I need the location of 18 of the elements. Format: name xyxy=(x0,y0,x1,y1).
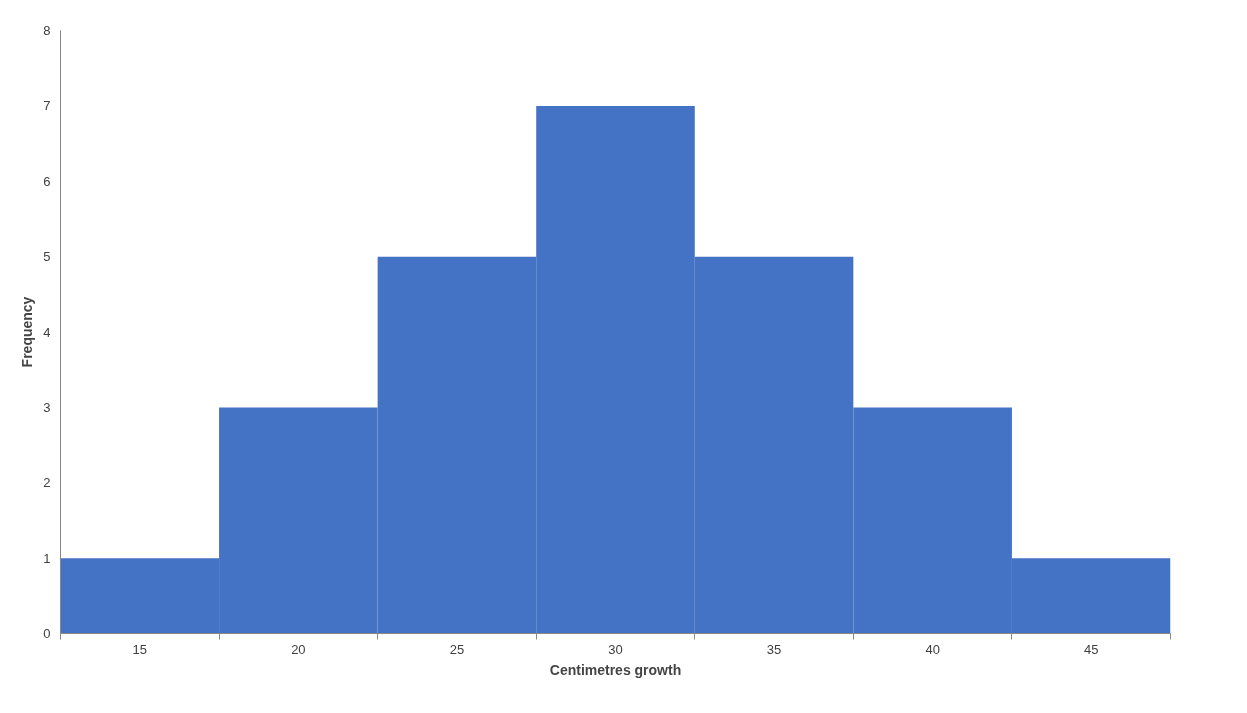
x-tick-label: 15 xyxy=(132,641,148,657)
x-tick-label: 25 xyxy=(449,641,465,657)
y-tick-label: 7 xyxy=(43,98,51,114)
y-axis-title: Frequency xyxy=(19,296,36,368)
y-tick-label: 8 xyxy=(43,23,51,38)
y-tick-label: 3 xyxy=(43,399,51,415)
y-tick-label: 1 xyxy=(43,550,51,566)
y-tick-label: 0 xyxy=(43,626,51,641)
x-axis-title: Centimetres growth xyxy=(549,661,682,678)
y-tick-label: 2 xyxy=(43,475,51,491)
x-tick-label: 35 xyxy=(766,641,782,657)
x-tick-label: 30 xyxy=(608,641,623,657)
x-tick-label: 20 xyxy=(291,641,306,657)
x-tick-label: 45 xyxy=(1083,641,1099,657)
y-tick-label: 6 xyxy=(43,173,51,189)
y-tick-label: 5 xyxy=(43,249,51,265)
y-tick-label: 4 xyxy=(43,324,51,340)
x-tick-label: 40 xyxy=(925,641,940,657)
